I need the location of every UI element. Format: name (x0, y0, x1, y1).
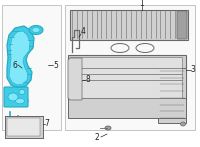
Ellipse shape (180, 122, 186, 126)
FancyBboxPatch shape (158, 68, 186, 123)
Text: 2: 2 (95, 132, 99, 142)
Ellipse shape (29, 25, 43, 35)
Polygon shape (7, 26, 34, 88)
Text: 5: 5 (54, 61, 58, 70)
FancyBboxPatch shape (70, 57, 182, 98)
Polygon shape (68, 58, 82, 100)
Ellipse shape (19, 90, 25, 95)
FancyBboxPatch shape (5, 116, 43, 138)
FancyBboxPatch shape (68, 55, 186, 100)
FancyBboxPatch shape (4, 87, 28, 107)
Ellipse shape (32, 27, 40, 32)
FancyBboxPatch shape (70, 10, 188, 40)
Ellipse shape (8, 93, 18, 101)
Ellipse shape (12, 96, 28, 106)
FancyBboxPatch shape (177, 11, 187, 39)
Ellipse shape (105, 126, 111, 130)
Ellipse shape (74, 77, 82, 82)
Text: 8: 8 (86, 76, 90, 85)
Text: 7: 7 (45, 120, 49, 128)
Ellipse shape (16, 98, 24, 104)
FancyBboxPatch shape (2, 5, 61, 130)
FancyBboxPatch shape (65, 5, 195, 130)
FancyBboxPatch shape (7, 118, 40, 136)
Text: 3: 3 (191, 66, 195, 75)
Text: 1: 1 (140, 0, 144, 9)
Text: 4: 4 (81, 27, 85, 36)
FancyBboxPatch shape (68, 98, 186, 118)
Text: 6: 6 (13, 61, 17, 70)
Polygon shape (9, 31, 30, 85)
